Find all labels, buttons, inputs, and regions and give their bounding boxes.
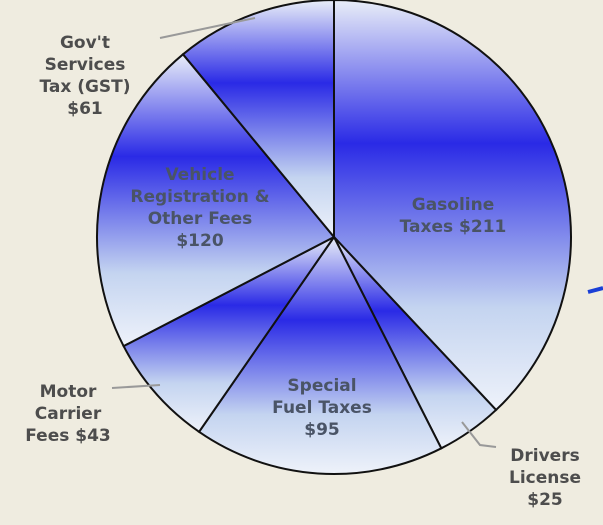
slice-label: Motor Carrier Fees $43	[18, 381, 118, 447]
leader-line	[461, 421, 497, 448]
value-label: $211	[459, 217, 507, 237]
pie-slice	[181, 0, 335, 240]
leader-line	[159, 17, 256, 39]
category-label: Motor Carrier Fees	[25, 381, 102, 447]
slice-label: Special Fuel Taxes $95	[266, 375, 378, 441]
pie-slice	[333, 0, 572, 412]
slice-label: Vehicle Registration & Other Fees $120	[128, 164, 273, 252]
slice-label: Gasoline Taxes $211	[397, 194, 509, 238]
category-label: Gasoline Taxes	[399, 194, 495, 237]
pie-slice	[122, 236, 335, 434]
slice-label: Gov't Services Tax (GST) $61	[30, 32, 140, 120]
value-label: $95	[304, 420, 340, 441]
value-label: $120	[176, 231, 224, 252]
value-label: $61	[67, 99, 103, 120]
category-label: Special Fuel Taxes	[272, 375, 372, 418]
pie-slice	[96, 52, 336, 348]
category-label: Gov't Services Tax (GST)	[39, 32, 131, 97]
category-label: Vehicle Registration & Other Fees	[130, 164, 270, 229]
category-label: Drivers License	[508, 445, 582, 488]
value-label: $43	[75, 426, 111, 447]
leader-line	[111, 384, 161, 389]
value-label: $25	[527, 490, 563, 511]
decoration	[587, 286, 603, 294]
pie-slice	[197, 235, 443, 475]
slice-label: Drivers License $25	[498, 445, 593, 511]
